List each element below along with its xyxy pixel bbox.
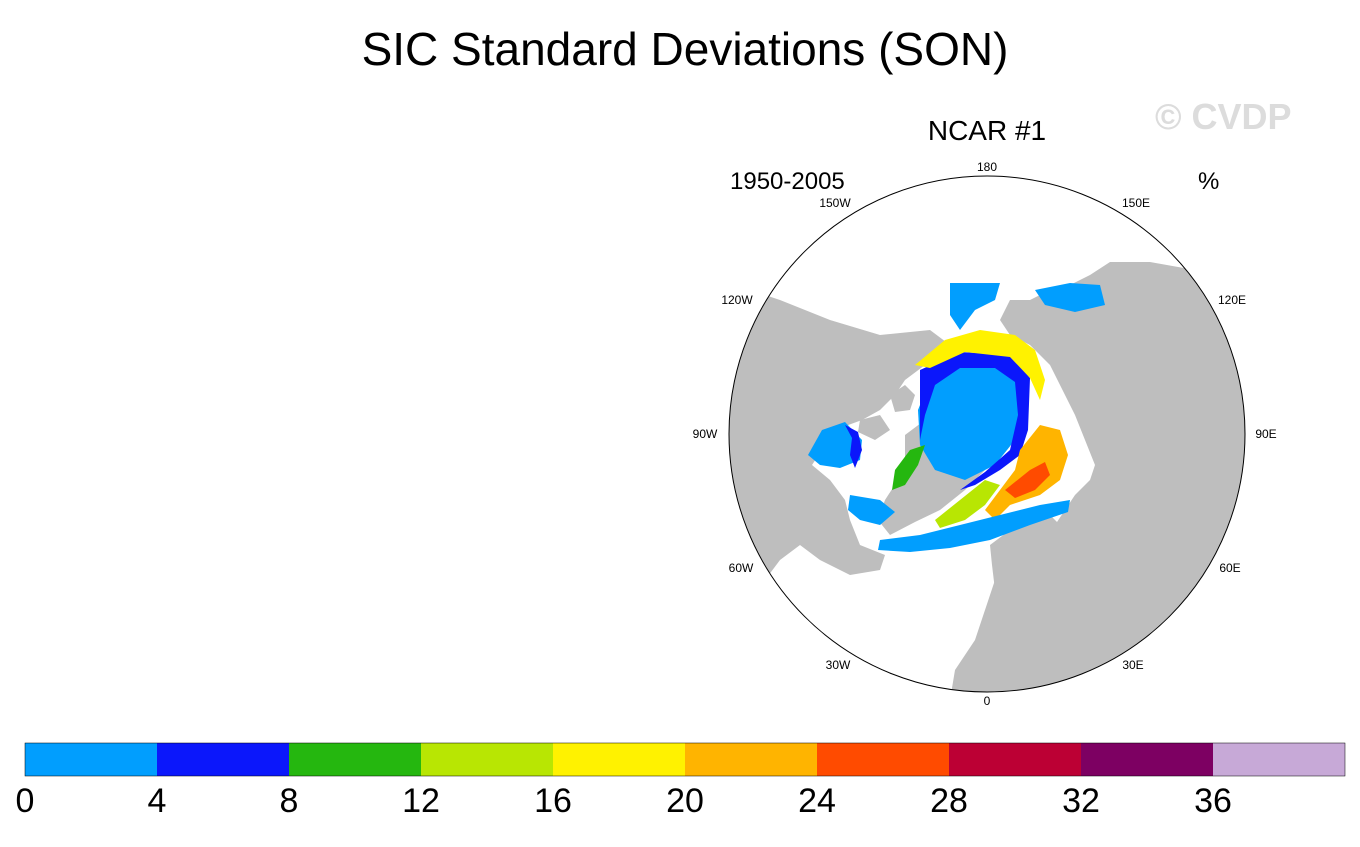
watermark: © CVDP: [1155, 96, 1292, 137]
colorbar-label-20: 20: [666, 782, 704, 820]
lon-label-120w: 120W: [721, 293, 753, 307]
colorbar-label-8: 8: [279, 782, 299, 820]
sic-8-12-east-greenland: [892, 445, 925, 490]
colorbar-label-12: 12: [402, 782, 440, 820]
colorbar-box-9: [1213, 743, 1345, 776]
colorbar-label-0: 0: [15, 782, 35, 820]
colorbar-label-28: 28: [930, 782, 968, 820]
lon-label-0: 0: [984, 694, 991, 708]
units-label: %: [1198, 168, 1220, 195]
colorbar-box-6: [817, 743, 949, 776]
sic-0-4-okhotsk-bering: [950, 283, 1105, 330]
lon-label-90e: 90E: [1255, 427, 1276, 441]
sic-4-8-hudson-edge: [845, 425, 862, 468]
sic-12-16-greenland-sea: [935, 480, 1000, 528]
colorbar-label-36: 36: [1194, 782, 1232, 820]
colorbar-box-0: [25, 743, 157, 776]
colorbar-frame: [24, 742, 1346, 777]
colorbar-box-5: [685, 743, 817, 776]
lon-label-180: 180: [977, 160, 997, 174]
colorbar-label-4: 4: [147, 782, 167, 820]
panel-title: NCAR #1: [927, 115, 1047, 146]
lon-label-30w: 30W: [826, 658, 851, 672]
sic-20-24-kara-barents: [985, 425, 1068, 520]
lon-label-60w: 60W: [729, 561, 754, 575]
land-scandinavia: [990, 515, 1060, 600]
colorbar-box-3: [421, 743, 553, 776]
sic-16-20-siberian-shelf: [915, 330, 1045, 400]
lon-label-120e: 120E: [1218, 293, 1246, 307]
sic-0-4-nordic: [878, 500, 1070, 552]
lon-label-30e: 30E: [1122, 658, 1143, 672]
map-border: [728, 175, 1246, 693]
colorbar-box-8: [1081, 743, 1213, 776]
sic-24-28-barents-core: [1005, 462, 1050, 498]
colorbar-label-32: 32: [1062, 782, 1100, 820]
lon-label-150w: 150W: [819, 196, 851, 210]
period-label: 1950-2005: [730, 168, 845, 195]
colorbar-label-16: 16: [534, 782, 572, 820]
colorbar-box-4: [553, 743, 685, 776]
colorbar-label-24: 24: [798, 782, 836, 820]
sic-0-4-labrador: [848, 495, 895, 525]
lon-label-60e: 60E: [1219, 561, 1240, 575]
sic-0-4-central-arctic: [918, 362, 1022, 480]
colorbar-box-7: [949, 743, 1081, 776]
colorbar: [24, 742, 1346, 777]
lon-label-150e: 150E: [1122, 196, 1150, 210]
colorbar-box-1: [157, 743, 289, 776]
sic-0-4-hudson-bay: [808, 422, 862, 468]
colorbar-box-2: [289, 743, 421, 776]
land-eurasia: [950, 262, 1245, 692]
lon-label-90w: 90W: [693, 427, 718, 441]
main-title: SIC Standard Deviations (SON): [361, 23, 1009, 75]
land-arctic-islands: [858, 385, 945, 440]
